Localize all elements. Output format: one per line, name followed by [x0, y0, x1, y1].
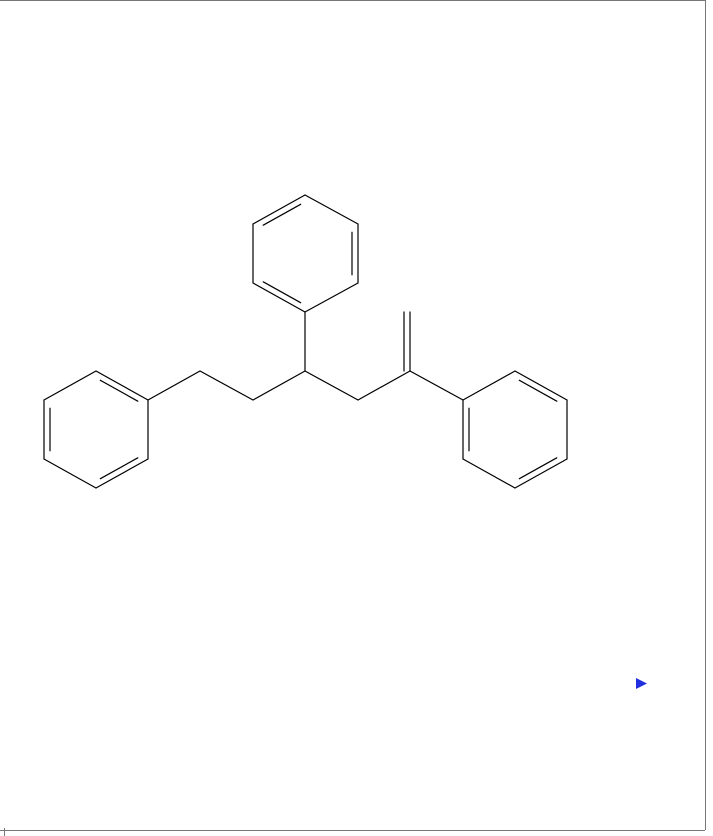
molecule-structure — [0, 0, 713, 836]
diagram-canvas — [0, 0, 713, 836]
play-icon — [636, 678, 647, 689]
play-button[interactable] — [636, 676, 647, 687]
